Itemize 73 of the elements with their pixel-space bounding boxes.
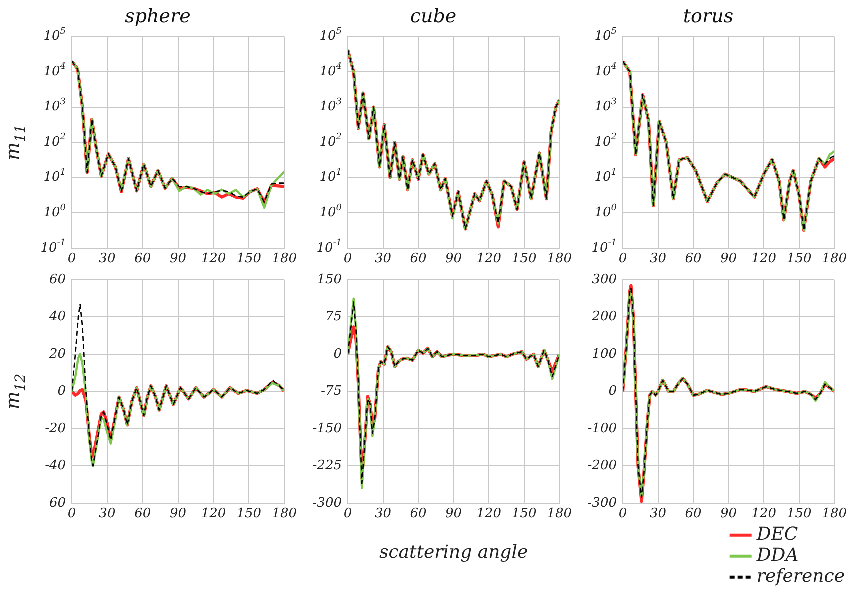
x-tick-label: 30 bbox=[374, 506, 392, 522]
y-tick-label: 100 bbox=[592, 346, 618, 362]
x-tick-label: 30 bbox=[650, 506, 667, 522]
x-tick-label: 150 bbox=[512, 506, 537, 522]
y-tick-label: -200 bbox=[588, 458, 618, 474]
legend-label: reference bbox=[756, 566, 845, 588]
x-tick-label: 120 bbox=[752, 252, 776, 267]
x-tick-label: 150 bbox=[786, 506, 812, 522]
x-tick-label: 120 bbox=[476, 506, 502, 522]
x-tick-label: 180 bbox=[272, 252, 298, 267]
y-tick-label: 20 bbox=[48, 346, 66, 362]
x-tick-label: 120 bbox=[201, 506, 226, 522]
y-tick-label: -40 bbox=[45, 458, 66, 474]
y-tick-label: -225 bbox=[312, 458, 342, 474]
x-tick-label: 0 bbox=[344, 506, 352, 522]
y-tick-label: 0 bbox=[58, 384, 66, 400]
x-tick-label: 30 bbox=[650, 252, 667, 267]
x-axis-title: scattering angle bbox=[379, 542, 528, 564]
x-tick-label: 90 bbox=[446, 252, 462, 267]
x-tick-label: 150 bbox=[786, 252, 812, 267]
x-tick-label: 0 bbox=[344, 252, 352, 267]
x-tick-label: 90 bbox=[720, 506, 738, 522]
y-tick-label: 150 bbox=[317, 272, 342, 288]
x-tick-label: 60 bbox=[134, 252, 152, 267]
y-tick-label: -20 bbox=[45, 421, 66, 436]
chart-title: sphere bbox=[125, 5, 191, 28]
y-tick-label: 60 bbox=[49, 496, 66, 511]
x-tick-label: 60 bbox=[410, 252, 427, 267]
x-tick-label: 30 bbox=[374, 252, 392, 267]
x-tick-label: 90 bbox=[170, 506, 187, 522]
x-tick-label: 0 bbox=[618, 506, 628, 522]
x-tick-label: 150 bbox=[236, 506, 262, 522]
line-series bbox=[72, 304, 285, 467]
x-tick-label: 90 bbox=[170, 252, 187, 267]
x-tick-label: 150 bbox=[512, 252, 537, 267]
x-tick-label: 120 bbox=[201, 252, 226, 267]
y-tick-label: 40 bbox=[48, 310, 66, 325]
x-tick-label: 180 bbox=[547, 252, 572, 267]
x-tick-label: 180 bbox=[547, 506, 572, 522]
y-tick-label: -75 bbox=[321, 384, 342, 400]
x-tick-label: 60 bbox=[685, 252, 702, 267]
y-tick-label: 300 bbox=[592, 272, 618, 288]
x-tick-label: 180 bbox=[822, 506, 848, 522]
legend-label: DDA bbox=[756, 545, 799, 566]
x-tick-label: 0 bbox=[618, 252, 628, 267]
x-tick-label: 30 bbox=[99, 252, 116, 267]
legend-label: DEC bbox=[756, 524, 798, 546]
x-tick-label: 90 bbox=[446, 506, 462, 522]
y-tick-label: 75 bbox=[325, 310, 342, 325]
x-tick-label: 0 bbox=[68, 506, 76, 522]
y-tick-label: -100 bbox=[588, 421, 618, 436]
x-tick-label: 180 bbox=[822, 252, 848, 267]
y-tick-label: 0 bbox=[608, 384, 618, 400]
x-tick-label: 60 bbox=[410, 506, 427, 522]
x-tick-label: 60 bbox=[685, 506, 702, 522]
y-axis-title: m12 bbox=[2, 374, 30, 410]
y-tick-label: -300 bbox=[588, 496, 618, 511]
chart-title: torus bbox=[683, 5, 734, 28]
y-tick-label: -300 bbox=[312, 496, 342, 511]
y-tick-label: 60 bbox=[49, 272, 66, 288]
x-tick-label: 150 bbox=[236, 252, 262, 267]
y-axis-title: m11 bbox=[2, 124, 30, 161]
x-tick-label: 0 bbox=[68, 252, 76, 267]
x-tick-label: 90 bbox=[720, 252, 738, 267]
y-tick-label: -150 bbox=[312, 421, 342, 436]
x-tick-label: 120 bbox=[752, 506, 776, 522]
x-tick-label: 180 bbox=[272, 506, 298, 522]
x-tick-label: 30 bbox=[99, 506, 116, 522]
x-tick-label: 120 bbox=[476, 252, 502, 267]
y-tick-label: 0 bbox=[334, 346, 342, 362]
x-tick-label: 60 bbox=[134, 506, 152, 522]
y-tick-label: 200 bbox=[591, 310, 618, 325]
chart-title: cube bbox=[410, 5, 457, 28]
